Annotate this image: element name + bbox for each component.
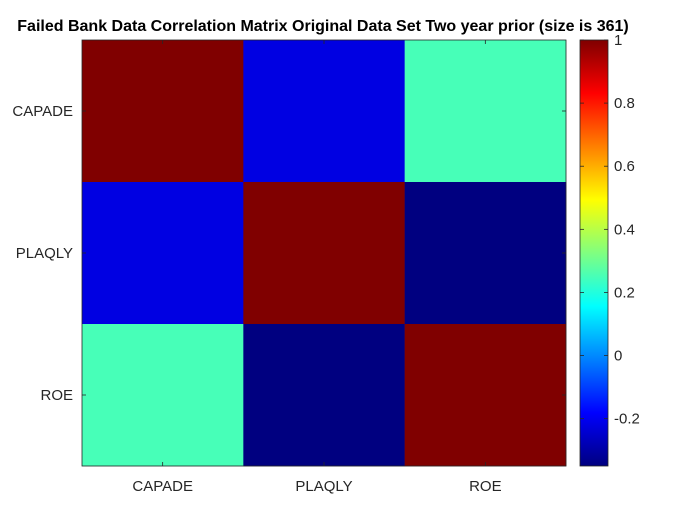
heatmap-cell — [243, 324, 405, 467]
y-tick-label: ROE — [40, 387, 73, 404]
colorbar-tick-label: 0.4 — [614, 221, 635, 238]
y-axis-ticks: CAPADE PLAQLY ROE — [12, 103, 566, 404]
colorbar-tick-label: 0 — [614, 348, 622, 365]
x-tick-label: ROE — [469, 478, 502, 495]
x-axis-ticks: CAPADE PLAQLY ROE — [132, 40, 502, 495]
colorbar-frame — [579, 39, 609, 467]
heatmap-cell — [82, 40, 244, 183]
colorbar — [579, 39, 609, 467]
colorbar-tick-label: 0.8 — [614, 95, 635, 112]
colorbar-tick-label: 0.6 — [614, 158, 635, 175]
colorbar-tick-label: 0.2 — [614, 284, 635, 301]
heatmap-cell — [404, 324, 567, 467]
heatmap-cell — [82, 324, 244, 467]
colorbar-fill — [580, 40, 608, 466]
heatmap-cell — [82, 182, 244, 325]
heatmap-cell — [243, 40, 405, 183]
x-tick-label: CAPADE — [132, 478, 193, 495]
colorbar-ticks: 1 0.8 0.6 0.4 0.2 0 -0.2 — [580, 32, 640, 428]
colorbar-tick-label: -0.2 — [614, 411, 640, 428]
heatmap-cells — [82, 40, 567, 467]
chart-title: Failed Bank Data Correlation Matrix Orig… — [17, 18, 628, 35]
x-tick-label: PLAQLY — [295, 478, 352, 495]
heatmap-cell — [404, 40, 567, 183]
colorbar-tick-label: 1 — [614, 32, 622, 49]
heatmap-cell — [243, 182, 405, 325]
y-tick-label: PLAQLY — [16, 245, 73, 262]
y-tick-label: CAPADE — [12, 103, 73, 120]
heatmap-cell — [404, 182, 567, 325]
